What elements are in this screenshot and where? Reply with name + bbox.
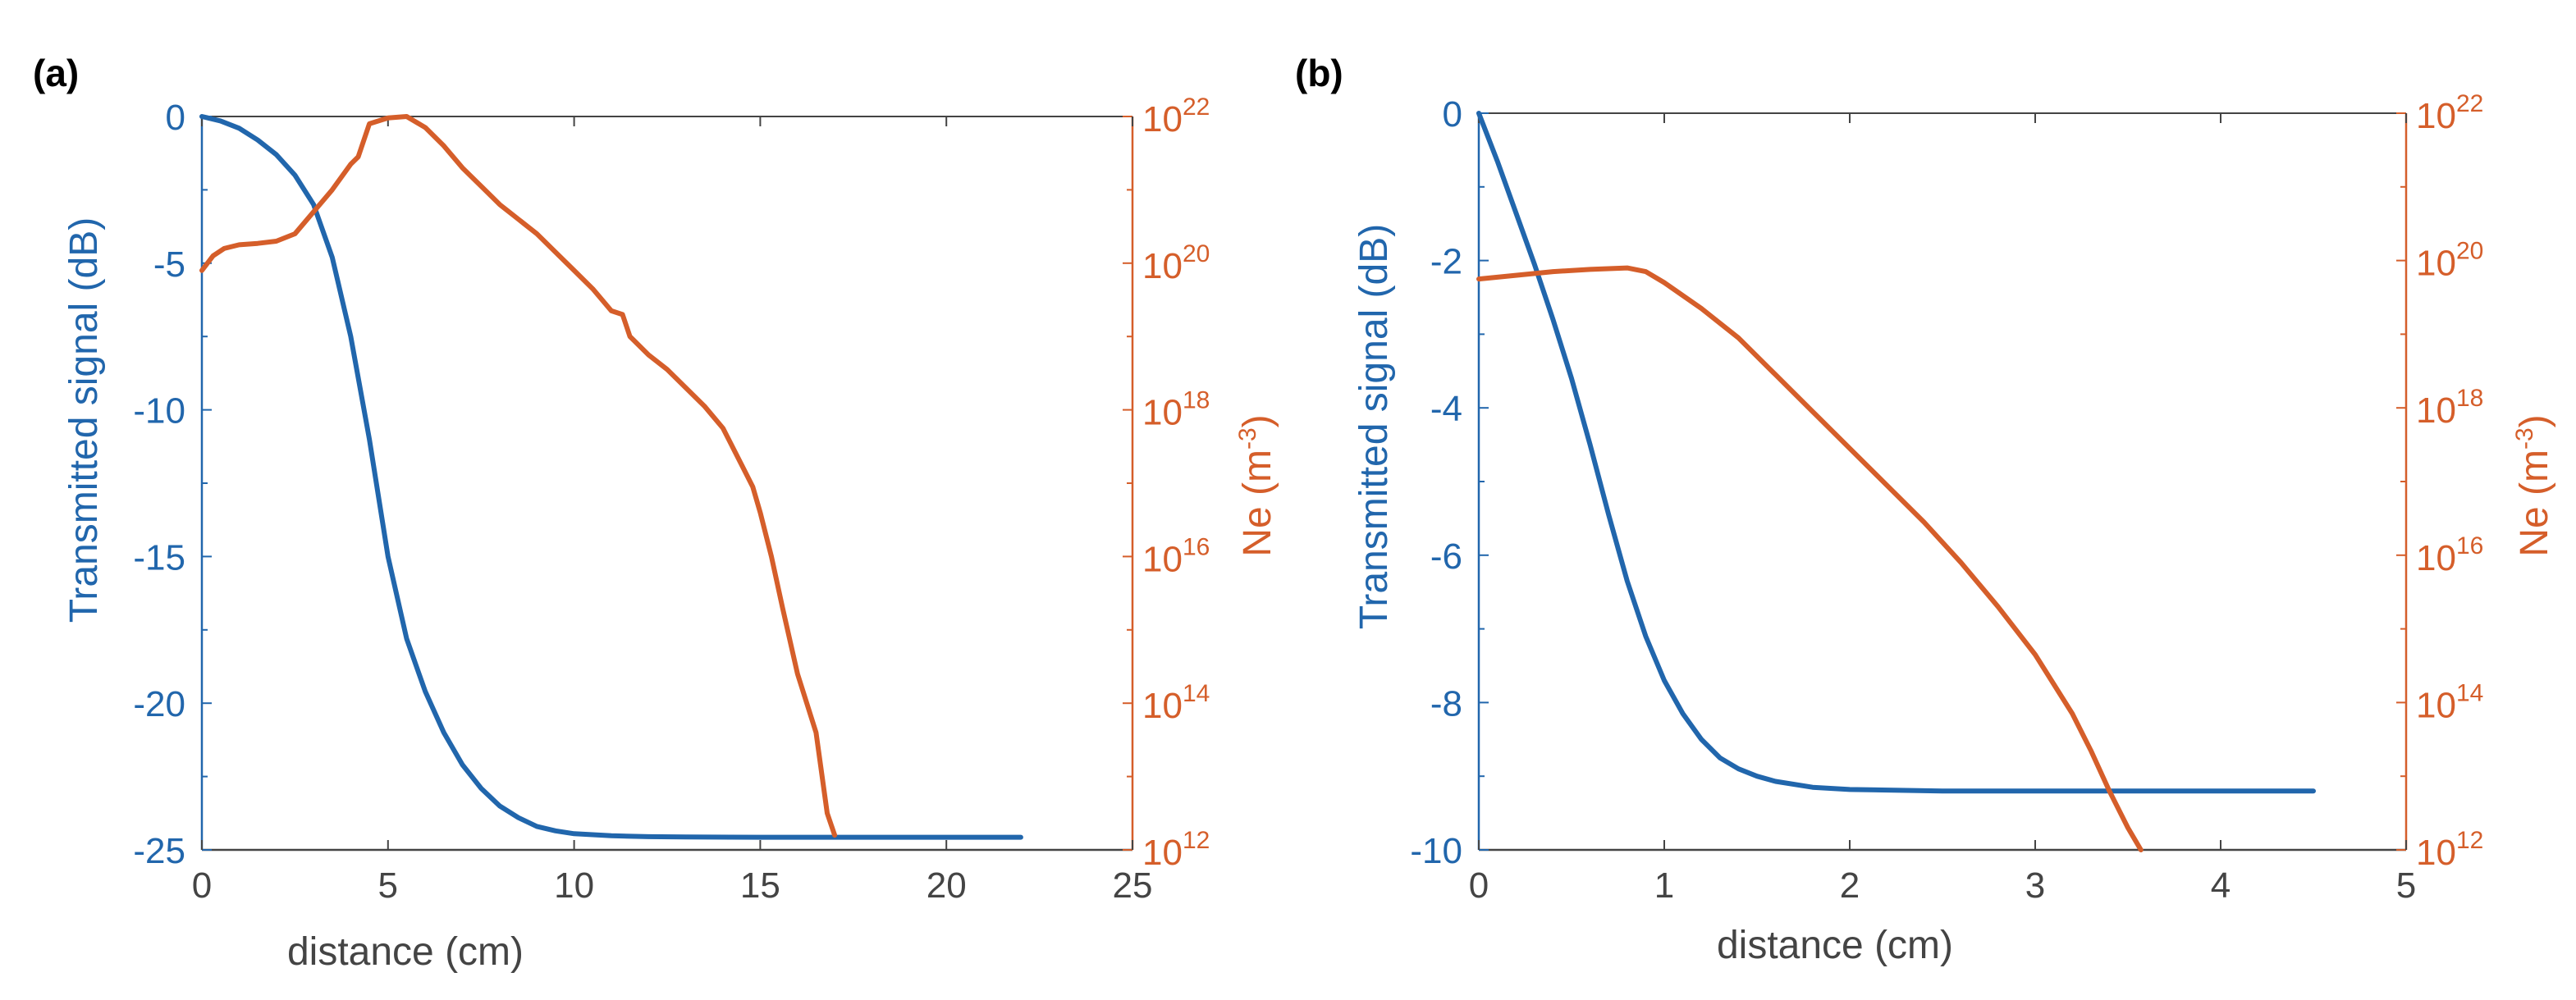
panel-b-right-tick-base: 10 xyxy=(2416,96,2456,136)
panel-a-right-title-exp: -3 xyxy=(1234,427,1261,450)
panel-a-series xyxy=(199,114,1023,840)
panel-a-right-tick-exp: 14 xyxy=(1183,680,1210,707)
panel-b-left-tick-label: -10 xyxy=(1410,831,1462,871)
panel-b-x-tick-label: 3 xyxy=(2025,865,2045,906)
panel-b-frame xyxy=(1477,112,2408,852)
panel-b-right-tick-label: 1016 xyxy=(2416,532,2483,578)
panel-a-ne-line xyxy=(199,114,838,838)
panel-a-right-tick-exp: 18 xyxy=(1183,387,1210,414)
panel-a-left-tick-label: -25 xyxy=(133,831,185,871)
panel-b-ne-line xyxy=(1476,265,2144,852)
panel-a-x-tick-label: 20 xyxy=(927,865,967,906)
panel-b-right-tick-label: 1018 xyxy=(2416,385,2483,431)
panel-a-x-title: distance (cm) xyxy=(287,930,524,974)
panel-b-transmitted-signal-line xyxy=(1476,111,2316,794)
panel-a-right-tick-label: 1022 xyxy=(1142,94,1210,139)
panel-b-right-title-close: ) xyxy=(2513,414,2556,427)
panel-b-label: (b) xyxy=(1295,52,1343,94)
panel-a-x-tick-label: 0 xyxy=(192,865,212,906)
panel-a-right-tick-base: 10 xyxy=(1142,99,1183,139)
panel-a-left-title: Transmitted signal (dB) xyxy=(62,217,106,623)
panel-a-left-tick-label: -5 xyxy=(153,244,185,285)
panel-a-right-title-main: Ne xyxy=(1236,506,1279,556)
panel-b-right-tick-base: 10 xyxy=(2416,390,2456,431)
panel-b-left-tick-label: -6 xyxy=(1430,537,1462,577)
panel-a-left-tick-label: -15 xyxy=(133,537,185,578)
panel-b-right-tick-label: 1012 xyxy=(2416,827,2483,873)
panel-b-x-tick-label: 5 xyxy=(2396,865,2416,906)
panel-b-right-title-main: Ne xyxy=(2513,506,2556,556)
panel-b-x-tick-label: 1 xyxy=(1654,865,1674,906)
panel-b-x-tick-label: 0 xyxy=(1469,865,1489,906)
panel-b-right-tick-exp: 14 xyxy=(2456,679,2483,706)
panel-b-right-tick-exp: 18 xyxy=(2456,385,2483,412)
panel-a-right-tick-label: 1014 xyxy=(1142,680,1210,726)
panel-b-right-tick-base: 10 xyxy=(2416,833,2456,873)
panel-a-x-tick-label: 10 xyxy=(554,865,594,906)
panel-b-right-tick-exp: 20 xyxy=(2456,238,2483,265)
panel-a-left-tick-label: 0 xyxy=(166,98,185,138)
panel-b-left-axis: 0 -2 -4 -6 -8 -10 xyxy=(1410,94,1489,871)
panel-a-left-tick-label: -20 xyxy=(133,684,185,724)
panel-a-right-tick-label: 1016 xyxy=(1142,533,1210,579)
panel-a-right-title-close: ) xyxy=(1236,414,1279,427)
panel-a-right-tick-base: 10 xyxy=(1142,833,1183,873)
panel-b-right-title: Ne (m-3) xyxy=(2511,414,2556,556)
panel-a-x-tick-label: 15 xyxy=(740,865,780,906)
panel-b-right-tick-base: 10 xyxy=(2416,685,2456,725)
panel-b-left-tick-label: -4 xyxy=(1430,389,1462,429)
panel-b: (b) 0-2-4-6-8-10 10121014101610181020102… xyxy=(1295,52,2556,967)
panel-a-right-tick-label: 1020 xyxy=(1142,240,1210,286)
panel-a-right-tick-base: 10 xyxy=(1142,686,1183,726)
panel-b-right-title-exp: -3 xyxy=(2511,427,2538,450)
panel-b-right-tick-exp: 12 xyxy=(2456,827,2483,854)
panel-b-left-tick-label: -8 xyxy=(1430,683,1462,724)
panel-a-right-tick-base: 10 xyxy=(1142,393,1183,433)
panel-a-transmitted-signal-line xyxy=(199,114,1023,840)
panel-a-right-tick-label: 1012 xyxy=(1142,827,1210,873)
panel-a-label: (a) xyxy=(33,52,79,94)
panel-b-x-title: distance (cm) xyxy=(1717,924,1953,967)
panel-a: (a) 0-5-10-15-20-25 10121014101610181020… xyxy=(33,52,1279,974)
panel-a-right-title-unit: (m xyxy=(1236,450,1279,495)
panel-a-x-tick-label: 25 xyxy=(1113,865,1153,906)
panel-b-x-tick-label: 4 xyxy=(2211,865,2231,906)
panel-b-left-tick-label: -2 xyxy=(1430,242,1462,282)
panel-a-right-tick-label: 1018 xyxy=(1142,387,1210,433)
panel-b-right-tick-label: 1014 xyxy=(2416,679,2483,725)
panel-a-right-tick-base: 10 xyxy=(1142,539,1183,579)
panel-b-right-tick-exp: 22 xyxy=(2456,90,2483,117)
panel-b-right-tick-base: 10 xyxy=(2416,244,2456,284)
panel-b-right-tick-base: 10 xyxy=(2416,538,2456,578)
panel-a-left-axis: 0 -5 -10 -15 -20 -25 xyxy=(133,98,212,871)
panel-a-x-tick-label: 5 xyxy=(378,865,398,906)
panel-b-x-axis: 0 1 2 3 4 5 xyxy=(1469,113,2416,906)
panel-b-left-title: Transmitted signal (dB) xyxy=(1352,224,1396,629)
panel-a-frame xyxy=(200,116,1134,852)
panel-b-right-title-unit: (m xyxy=(2513,450,2556,495)
panel-b-right-tick-exp: 16 xyxy=(2456,532,2483,559)
panel-a-right-tick-exp: 16 xyxy=(1183,533,1210,560)
panel-a-right-tick-exp: 20 xyxy=(1183,240,1210,267)
panel-a-right-title: Ne (m-3) xyxy=(1234,414,1279,556)
panel-b-left-tick-label: 0 xyxy=(1443,94,1462,135)
panel-a-right-tick-exp: 22 xyxy=(1183,94,1210,121)
panel-b-series xyxy=(1476,111,2316,852)
panel-a-right-tick-exp: 12 xyxy=(1183,827,1210,854)
panel-a-x-axis: 0 5 10 15 20 25 xyxy=(192,116,1153,906)
panel-b-x-tick-label: 2 xyxy=(1840,865,1860,906)
panel-a-left-tick-label: -10 xyxy=(133,391,185,432)
panel-a-right-tick-base: 10 xyxy=(1142,246,1183,286)
panel-b-right-tick-label: 1022 xyxy=(2416,90,2483,136)
panel-b-right-tick-label: 1020 xyxy=(2416,238,2483,284)
